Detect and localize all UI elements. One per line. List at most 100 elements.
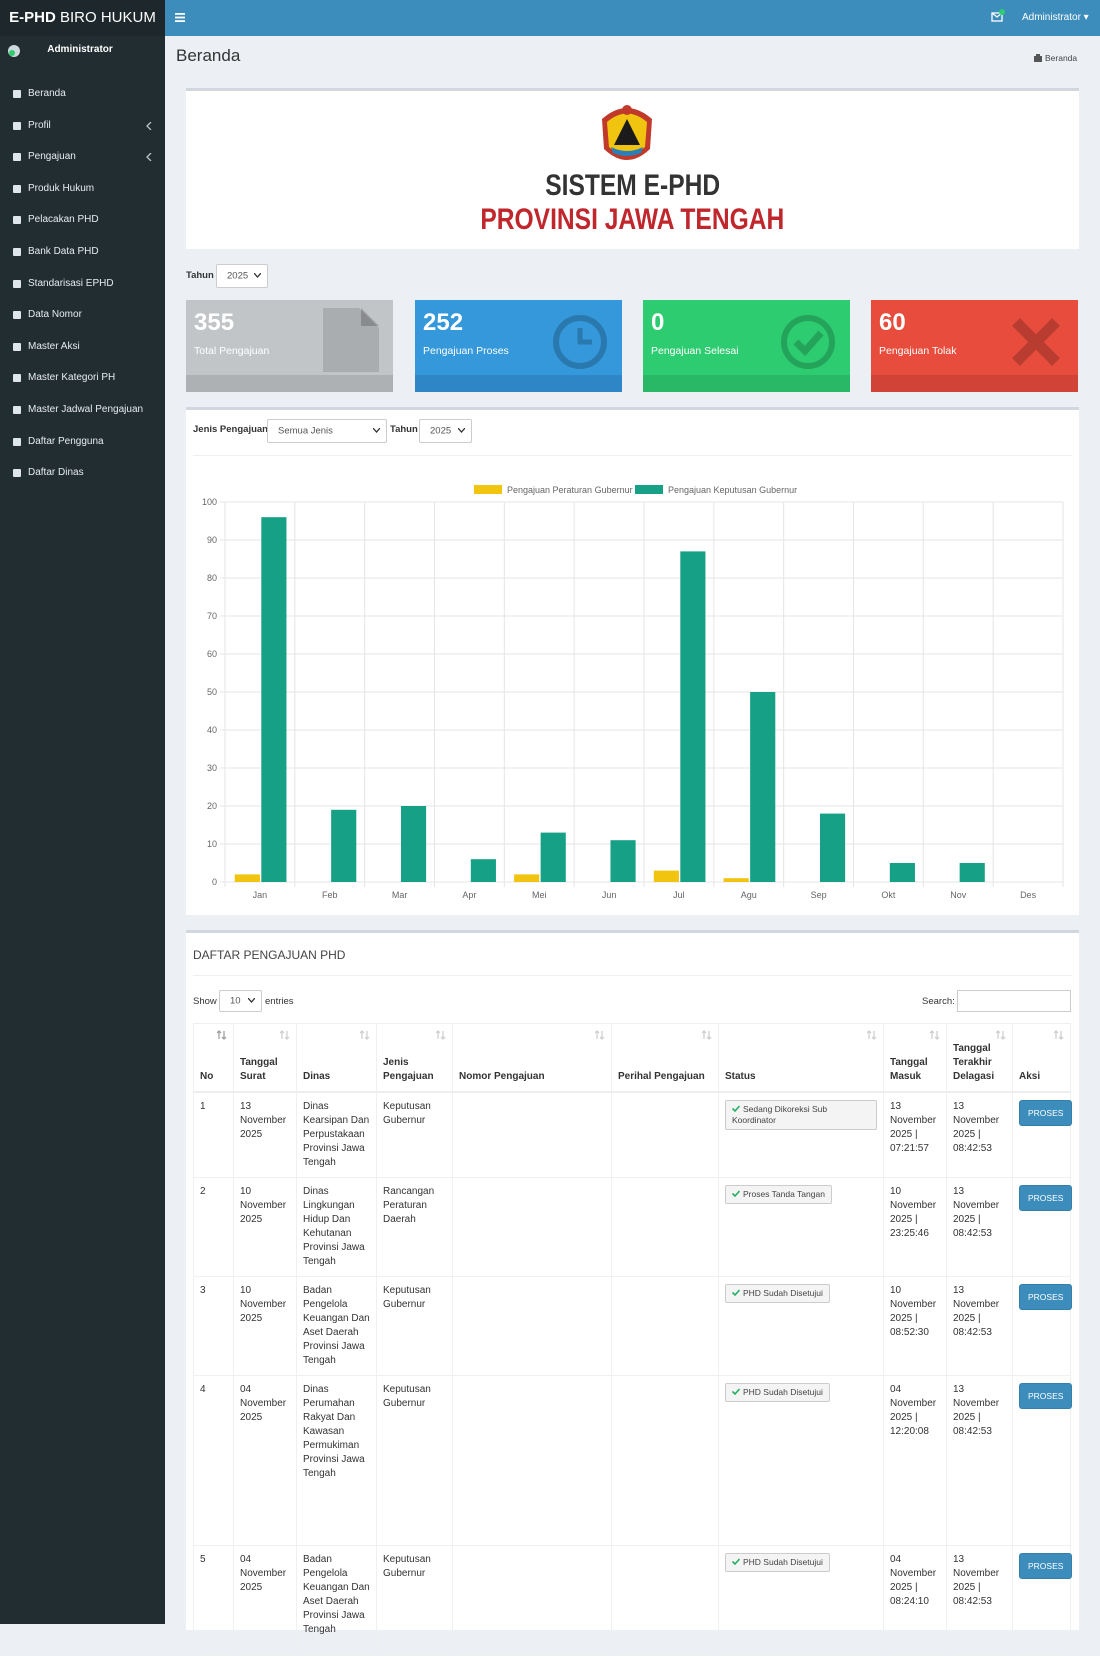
- user-menu[interactable]: Administrator ▾: [1022, 12, 1089, 23]
- process-button[interactable]: PROSES: [1019, 1185, 1073, 1211]
- x-tick-label: Agu: [741, 890, 757, 900]
- column-header[interactable]: Status: [718, 1023, 884, 1093]
- table-row: 2 10 November 2025 Dinas Lingkungan Hidup …: [193, 1177, 1073, 1277]
- menu-item[interactable]: Data Nomor: [0, 303, 160, 327]
- y-tick-label: 100: [202, 497, 217, 507]
- stat-footer[interactable]: [415, 375, 622, 392]
- show-label: Show: [193, 996, 217, 1007]
- menu-item[interactable]: Daftar Dinas: [0, 461, 160, 485]
- stat-value: 60: [879, 309, 906, 336]
- menu-item[interactable]: Master Kategori PH: [0, 366, 160, 390]
- stat-icon: [781, 315, 835, 369]
- separator: [193, 455, 1072, 456]
- menu-item[interactable]: Bank Data PHD: [0, 240, 160, 264]
- bar: [610, 840, 636, 882]
- menu-item[interactable]: Master Aksi: [0, 335, 160, 359]
- year-select[interactable]: 2025: [216, 264, 268, 288]
- type-label: Jenis Pengajuan: [193, 424, 268, 435]
- y-tick-label: 40: [207, 725, 217, 735]
- menu-item[interactable]: Daftar Pengguna: [0, 430, 160, 454]
- y-tick-label: 60: [207, 649, 217, 659]
- menu-item[interactable]: Beranda: [0, 82, 160, 106]
- y-tick-label: 70: [207, 611, 217, 621]
- menu-label: Data Nomor: [28, 309, 82, 321]
- bar: [723, 878, 749, 882]
- sort-icon: [217, 1030, 227, 1040]
- status-badge: Sedang Dikoreksi Sub Koordinator: [725, 1100, 877, 1130]
- process-button[interactable]: PROSES: [1019, 1553, 1073, 1579]
- y-tick-label: 10: [207, 839, 217, 849]
- type-select[interactable]: Semua Jenis: [267, 419, 387, 443]
- bar: [234, 874, 260, 882]
- menu-label: Bank Data PHD: [28, 246, 99, 257]
- search-input[interactable]: [957, 990, 1071, 1012]
- check: [731, 1388, 741, 1396]
- bar: [889, 863, 915, 882]
- cell-date: 10 November 2025: [233, 1177, 297, 1277]
- column-header[interactable]: Tanggal Masuk: [883, 1023, 947, 1093]
- mail-icon[interactable]: [990, 8, 1006, 24]
- menu-item[interactable]: Pelacakan PHD: [0, 208, 160, 232]
- menu-icon: [13, 469, 21, 478]
- process-button[interactable]: PROSES: [1019, 1284, 1073, 1310]
- column-header[interactable]: Jenis Pengajuan: [376, 1023, 453, 1093]
- cell-dinas: Dinas Lingkungan Hidup Dan Kehutanan Pro…: [296, 1177, 377, 1277]
- cell-delegasi: 13 November 2025 | 08:42:53: [946, 1091, 1013, 1178]
- cell-dinas: Badan Pengelola Keuangan Dan Aset Daerah…: [296, 1545, 377, 1656]
- page-size-select[interactable]: 10: [219, 990, 262, 1012]
- stat-footer[interactable]: [871, 375, 1078, 392]
- bar: [261, 517, 287, 882]
- menu-toggle[interactable]: [175, 13, 185, 22]
- stat-label: Pengajuan Proses: [423, 345, 509, 357]
- sort-icon: [1054, 1030, 1064, 1040]
- menu-item[interactable]: Produk Hukum: [0, 177, 160, 201]
- cell-nomor: [452, 1091, 612, 1178]
- column-header[interactable]: No: [193, 1023, 234, 1093]
- user-avatar: [8, 45, 20, 57]
- x-tick-label: Feb: [322, 890, 338, 900]
- menu-item[interactable]: Standarisasi EPHD: [0, 272, 160, 296]
- sort-arrows: [996, 1030, 1006, 1040]
- menu-icon: [13, 406, 21, 414]
- cell-perihal: [611, 1177, 719, 1277]
- icon-shape: [323, 308, 379, 372]
- icon-shape: [793, 330, 824, 357]
- sort-icon: [996, 1030, 1006, 1040]
- stat-footer[interactable]: [186, 375, 393, 392]
- cell-dinas: Badan Pengelola Keuangan Dan Aset Daerah…: [296, 1276, 377, 1376]
- sort-arrows: [930, 1030, 940, 1040]
- column-header[interactable]: Dinas: [296, 1023, 377, 1093]
- menu-label: Pengajuan: [28, 151, 76, 163]
- process-button[interactable]: PROSES: [1019, 1100, 1073, 1126]
- page-size: 10: [230, 995, 241, 1007]
- status-badge: PHD Sudah Disetujui: [725, 1553, 830, 1572]
- column-header[interactable]: Perihal Pengajuan: [611, 1023, 719, 1093]
- sort-arrows: [280, 1030, 290, 1040]
- menu-label: Master Aksi: [28, 340, 80, 352]
- breadcrumb[interactable]: Beranda: [1045, 53, 1077, 63]
- check-icon: [731, 1190, 741, 1198]
- cell-action: PROSES: [1012, 1091, 1073, 1178]
- x-tick-label: Nov: [950, 890, 967, 900]
- menu-item[interactable]: Pengajuan: [0, 145, 160, 169]
- menu-item[interactable]: Profil: [0, 114, 160, 138]
- bar: [331, 809, 357, 882]
- icon-shape: [13, 121, 21, 130]
- stat-footer[interactable]: [643, 375, 850, 392]
- process-button[interactable]: PROSES: [1019, 1383, 1073, 1409]
- type-value: Semua Jenis: [278, 425, 333, 437]
- icon-shape: [577, 328, 592, 345]
- chart-year-select[interactable]: 2025: [419, 419, 472, 443]
- menu-icon: [13, 216, 21, 225]
- legend-swatch: [474, 485, 502, 494]
- column-header[interactable]: Tanggal Surat: [233, 1023, 297, 1093]
- menu-icon: [13, 248, 21, 256]
- brand[interactable]: E-PHD BIRO HUKUM: [0, 0, 165, 36]
- stat-label: Pengajuan Selesai: [651, 345, 739, 357]
- menu-item[interactable]: Master Jadwal Pengajuan: [0, 398, 160, 422]
- column-header[interactable]: Tanggal Terakhir Delagasi: [946, 1023, 1013, 1093]
- cell-masuk: 10 November 2025 | 08:52:30: [883, 1276, 947, 1376]
- column-header[interactable]: Nomor Pengajuan: [452, 1023, 612, 1093]
- chart: 0 10 20 30 40 50 60 70 80 90 100 Jan Feb Mar Apr Mei Jun…: [202, 485, 1064, 900]
